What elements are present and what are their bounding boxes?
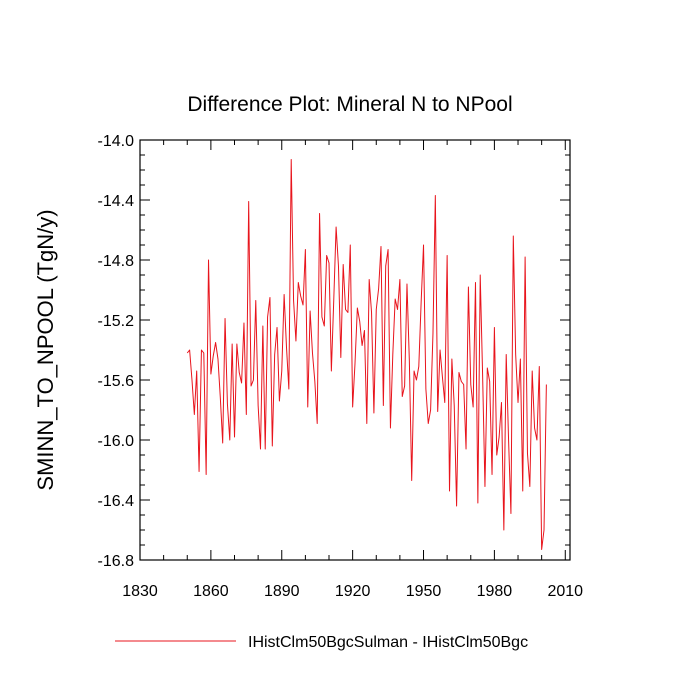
x-axis: 1830 1860 1890 1920 1950 1980 2010 [122,140,583,600]
series-line [186,159,547,550]
y-tick-label: -16.0 [98,433,135,450]
legend: IHistClm50BgcSulman - IHistClm50Bgc [115,634,528,651]
legend-label: IHistClm50BgcSulman - IHistClm50Bgc [248,634,528,651]
x-tick-label: 1980 [477,583,513,600]
x-tick-label: 1860 [193,583,229,600]
x-tick-label: 1950 [406,583,442,600]
y-axis: -14.0 -14.4 -14.8 -15.2 -15.6 -16.0 -16.4 -16.8 [98,133,570,570]
y-axis-label: SMINN_TO_NPOOL (TgN/y) [33,209,58,490]
y-tick-label: -14.8 [98,253,135,270]
x-tick-label: 2010 [547,583,583,600]
y-tick-label: -14.4 [98,193,135,210]
y-tick-label: -15.6 [98,373,135,390]
y-tick-label: -16.4 [98,493,135,510]
x-tick-label: 1920 [335,583,371,600]
y-tick-label: -14.0 [98,133,135,150]
axes-frame [139,139,571,561]
plot-frame [139,139,571,561]
series-layer [186,159,547,550]
y-tick-label: -16.8 [98,553,135,570]
y-tick-label: -15.2 [98,313,135,330]
chart-title: Difference Plot: Mineral N to NPool [187,93,512,116]
x-tick-label: 1830 [122,583,158,600]
x-tick-label: 1890 [264,583,300,600]
